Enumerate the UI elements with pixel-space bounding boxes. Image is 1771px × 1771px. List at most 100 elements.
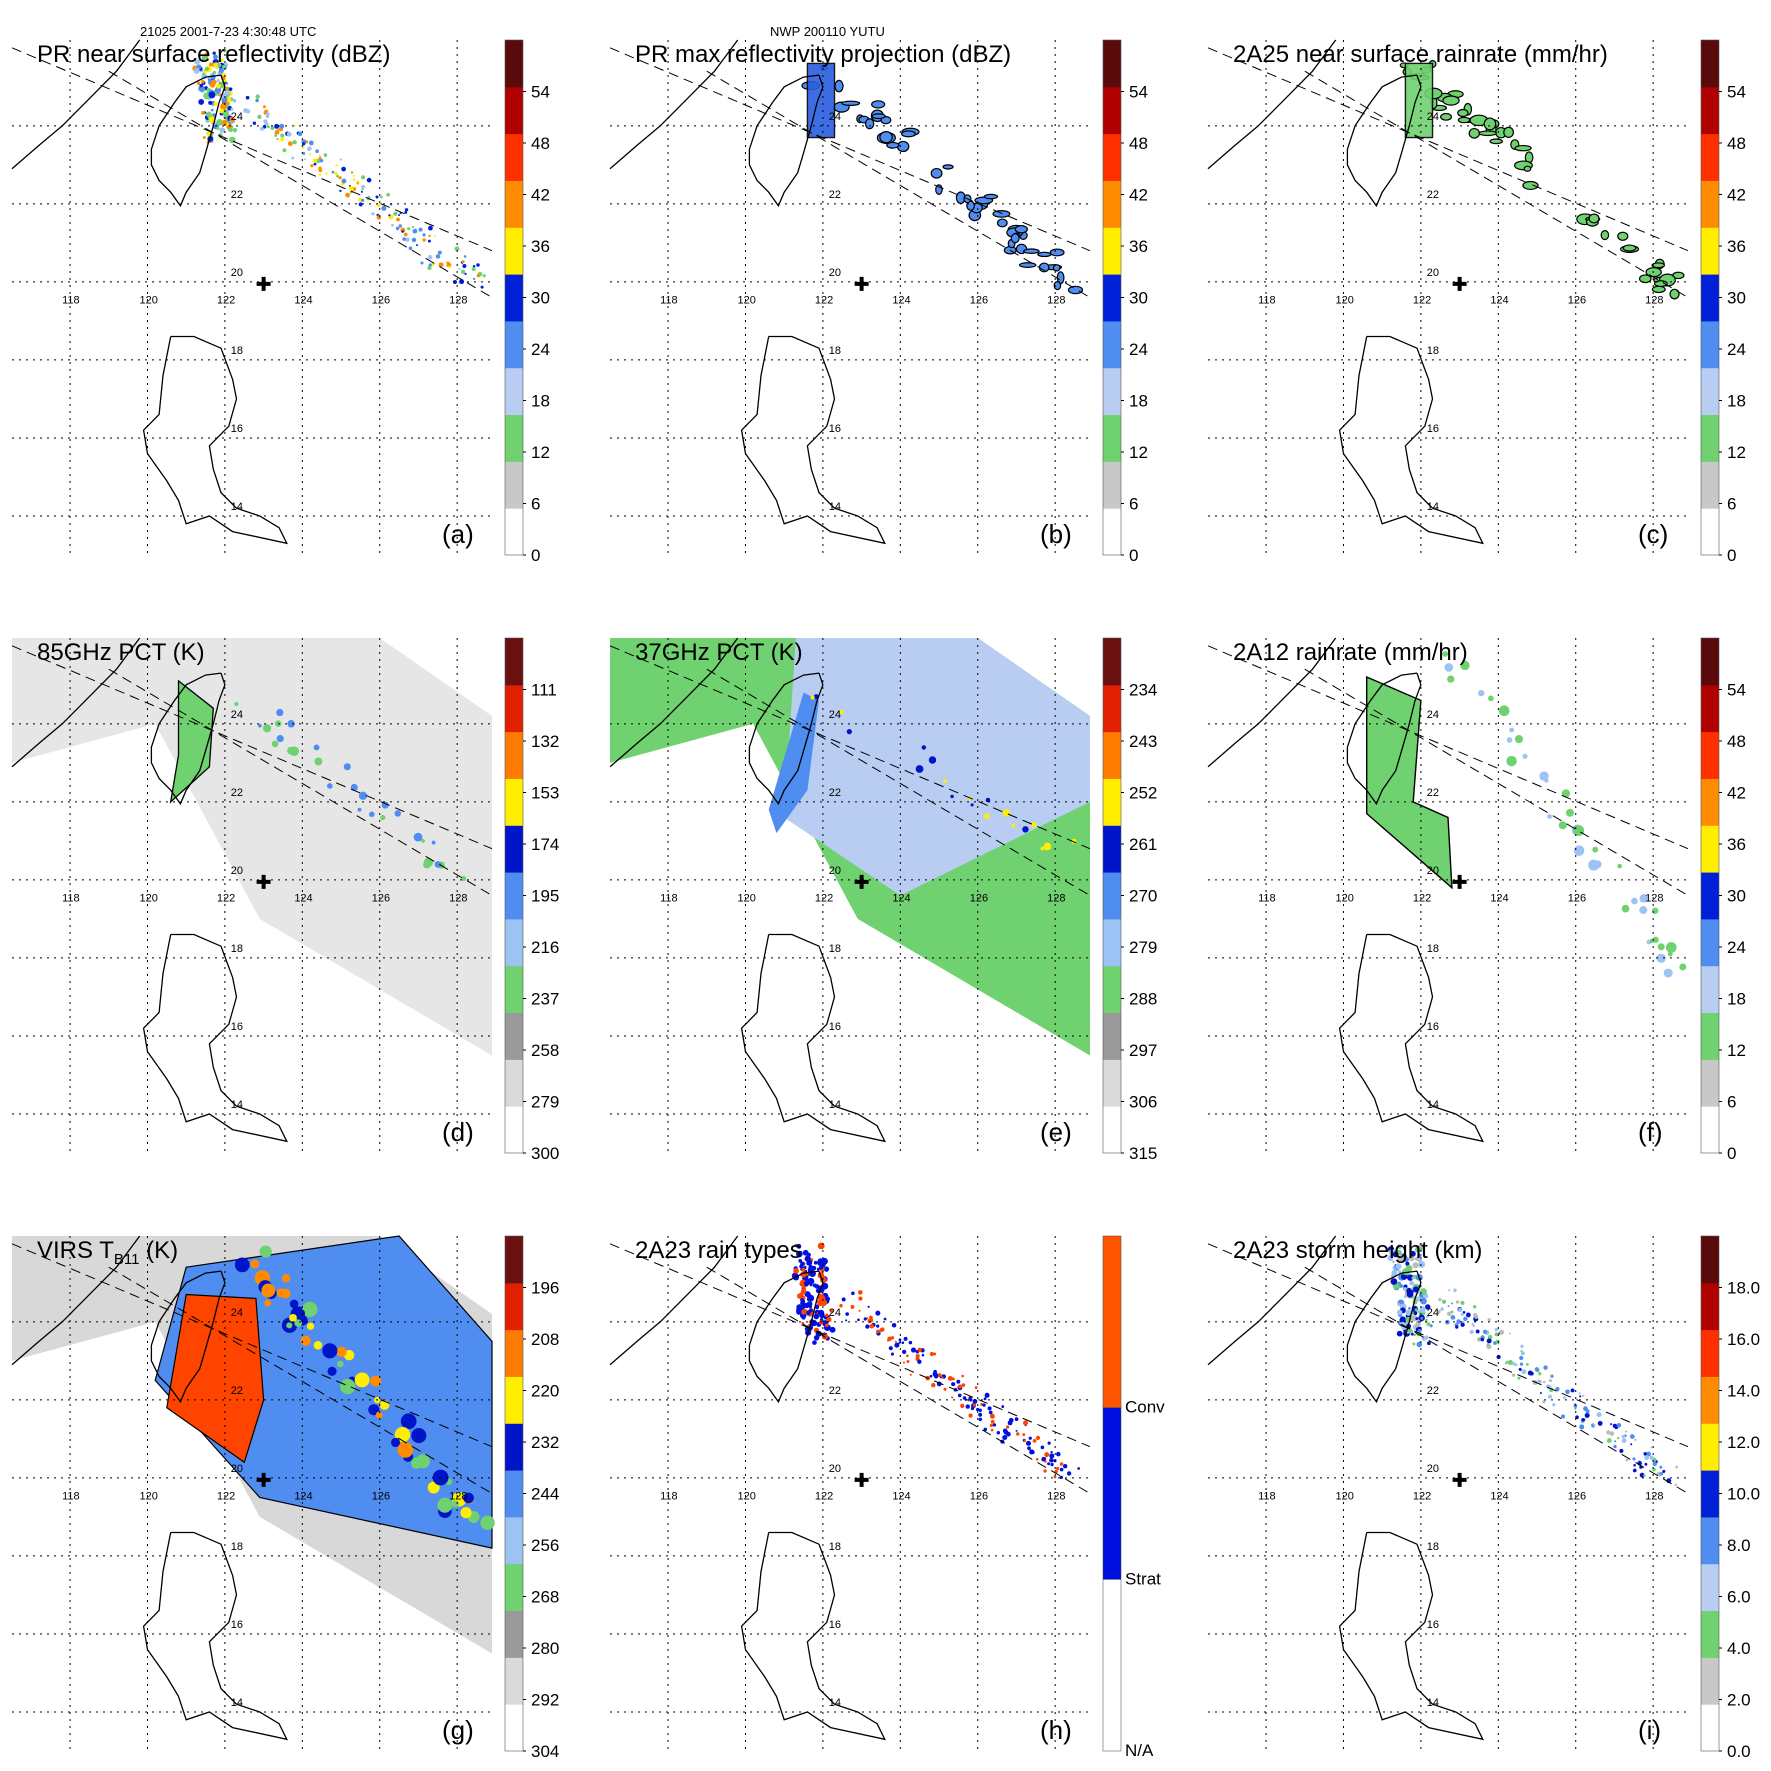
lon-label-126: 126 — [372, 295, 390, 307]
cloud-cell-g-55 — [337, 1360, 344, 1368]
lat-label-14: 14 — [1427, 501, 1439, 513]
swath-rain-a-47 — [422, 238, 426, 242]
swath-rain-i-106 — [1525, 1362, 1529, 1366]
lon-label-118: 118 — [660, 1491, 678, 1503]
coast-rain-a-119 — [213, 101, 218, 106]
colorbar-f-tick-8: 48 — [1727, 732, 1746, 751]
swath-rain-i-66 — [1563, 1396, 1566, 1400]
coast-rain-a-126 — [216, 119, 223, 126]
swath-rain-i-27 — [1507, 1359, 1513, 1366]
cell-e-0 — [983, 813, 990, 820]
echo-cell-b-21 — [1052, 264, 1061, 272]
cloud-cell-g-1 — [264, 1299, 272, 1307]
colorbar-e-seg-2 — [1103, 1012, 1121, 1060]
swath-rain-h-47 — [845, 1319, 848, 1322]
echo-cell-b-42 — [983, 193, 999, 200]
colorbar-i-tick-0: 0.0 — [1727, 1742, 1751, 1761]
rain-cell-f-11 — [1631, 897, 1638, 905]
colorbar-b-seg-10 — [1103, 40, 1121, 88]
coast-rain-h-116 — [796, 1243, 802, 1249]
swath-rain-a-44 — [319, 159, 324, 163]
swath-rain-i-72 — [1521, 1369, 1527, 1375]
swath-rain-a-118 — [313, 162, 317, 166]
swath-edge-0 — [11, 645, 493, 850]
swath-rain-a-39 — [287, 141, 293, 147]
colorbar-c-tick-5: 30 — [1727, 289, 1746, 308]
swath-rain-a-145 — [279, 123, 285, 129]
cell-e-4 — [1011, 823, 1016, 828]
lon-label-120: 120 — [737, 1491, 755, 1503]
lon-label-128: 128 — [449, 295, 467, 307]
storm-center-marker — [1452, 874, 1467, 889]
colorbar-f-tick-2: 12 — [1727, 1041, 1746, 1060]
swath-rain-h-112 — [879, 1328, 884, 1332]
china-coastline — [609, 637, 739, 768]
echo-cell-c-47 — [1622, 244, 1637, 252]
colorbar-d-seg-0 — [505, 1106, 523, 1154]
cloud-cell-g-56 — [340, 1378, 356, 1395]
tmi-swath-d — [12, 638, 492, 1056]
china-coastline — [1207, 637, 1337, 768]
rain-cell-f-36 — [1544, 778, 1549, 783]
cloud-cell-g-18 — [327, 1366, 337, 1376]
swath-rain-h-113 — [968, 1413, 973, 1418]
swath-rain-i-116 — [1621, 1434, 1626, 1439]
swath-rain-i-12 — [1543, 1365, 1548, 1370]
cell-d-26 — [258, 723, 262, 728]
panel-label-c: (c) — [1638, 519, 1668, 549]
colorbar-a-seg-9 — [505, 86, 523, 135]
swath-rain-i-34 — [1517, 1376, 1521, 1380]
swath-rain-h-138 — [1059, 1462, 1064, 1466]
swath-rain-a-133 — [434, 234, 437, 237]
swath-rain-i-41 — [1548, 1394, 1553, 1399]
panel-label-a: (a) — [442, 519, 474, 549]
coast-rain-a-102 — [219, 108, 225, 114]
echo-cell-c-45 — [1617, 231, 1629, 241]
rain-cell-f-35 — [1478, 689, 1485, 697]
colorbar-b-tick-4: 24 — [1129, 340, 1148, 359]
colorbar-d-tick-7: 153 — [531, 784, 559, 803]
lat-label-16: 16 — [829, 1619, 841, 1631]
cell-d-3 — [343, 763, 351, 771]
cell-d-13 — [431, 840, 436, 845]
swath-rain-h-129 — [887, 1336, 892, 1341]
coast-rain-i-110 — [1391, 1269, 1398, 1276]
swath-rain-i-50 — [1542, 1380, 1546, 1384]
swath-rain-a-122 — [232, 98, 237, 103]
swath-rain-a-70 — [255, 94, 260, 99]
echo-cell-b-47 — [1049, 248, 1065, 257]
rain-cell-f-29 — [1665, 942, 1677, 953]
lon-label-120: 120 — [1335, 893, 1353, 905]
swath-rain-a-12 — [349, 190, 354, 194]
echo-cell-c-28 — [1503, 126, 1515, 138]
swath-rain-a-149 — [398, 214, 400, 217]
swath-rain-h-94 — [1022, 1420, 1029, 1426]
colorbar-g-seg-3 — [505, 1563, 523, 1612]
lat-label-20: 20 — [231, 267, 243, 279]
swath-rain-a-143 — [422, 233, 426, 237]
swath-rain-i-57 — [1455, 1300, 1460, 1304]
lon-label-118: 118 — [1258, 1491, 1276, 1503]
cloud-cell-g-24 — [289, 1299, 299, 1309]
lat-label-24: 24 — [231, 111, 243, 123]
panel-title-e: 37GHz PCT (K) — [635, 639, 803, 666]
coast-rain-i-135 — [1414, 1308, 1418, 1312]
cloud-cell-g-53 — [460, 1507, 472, 1519]
swath-rain-i-49 — [1538, 1372, 1542, 1376]
luzon-coastline — [740, 335, 886, 545]
coast-rain-h-123 — [824, 1323, 829, 1328]
swath-rain-i-151 — [1455, 1325, 1459, 1329]
swath-rain-i-90 — [1534, 1367, 1540, 1372]
swath-rain-h-125 — [933, 1374, 939, 1379]
rain-cell-f-7 — [1593, 860, 1602, 869]
cell-e-14 — [1002, 809, 1011, 817]
colorbar-d-seg-2 — [505, 1012, 523, 1060]
colorbar-c-tick-2: 12 — [1727, 443, 1746, 462]
colorbar-b-seg-9 — [1103, 86, 1121, 135]
swath-rain-a-152 — [263, 119, 268, 124]
lon-label-118: 118 — [62, 893, 80, 905]
coast-rain-i-27 — [1429, 1324, 1433, 1328]
swath-rain-i-126 — [1652, 1461, 1658, 1466]
coast-rain-a-132 — [224, 89, 230, 95]
echo-cell-b-37 — [871, 113, 886, 120]
